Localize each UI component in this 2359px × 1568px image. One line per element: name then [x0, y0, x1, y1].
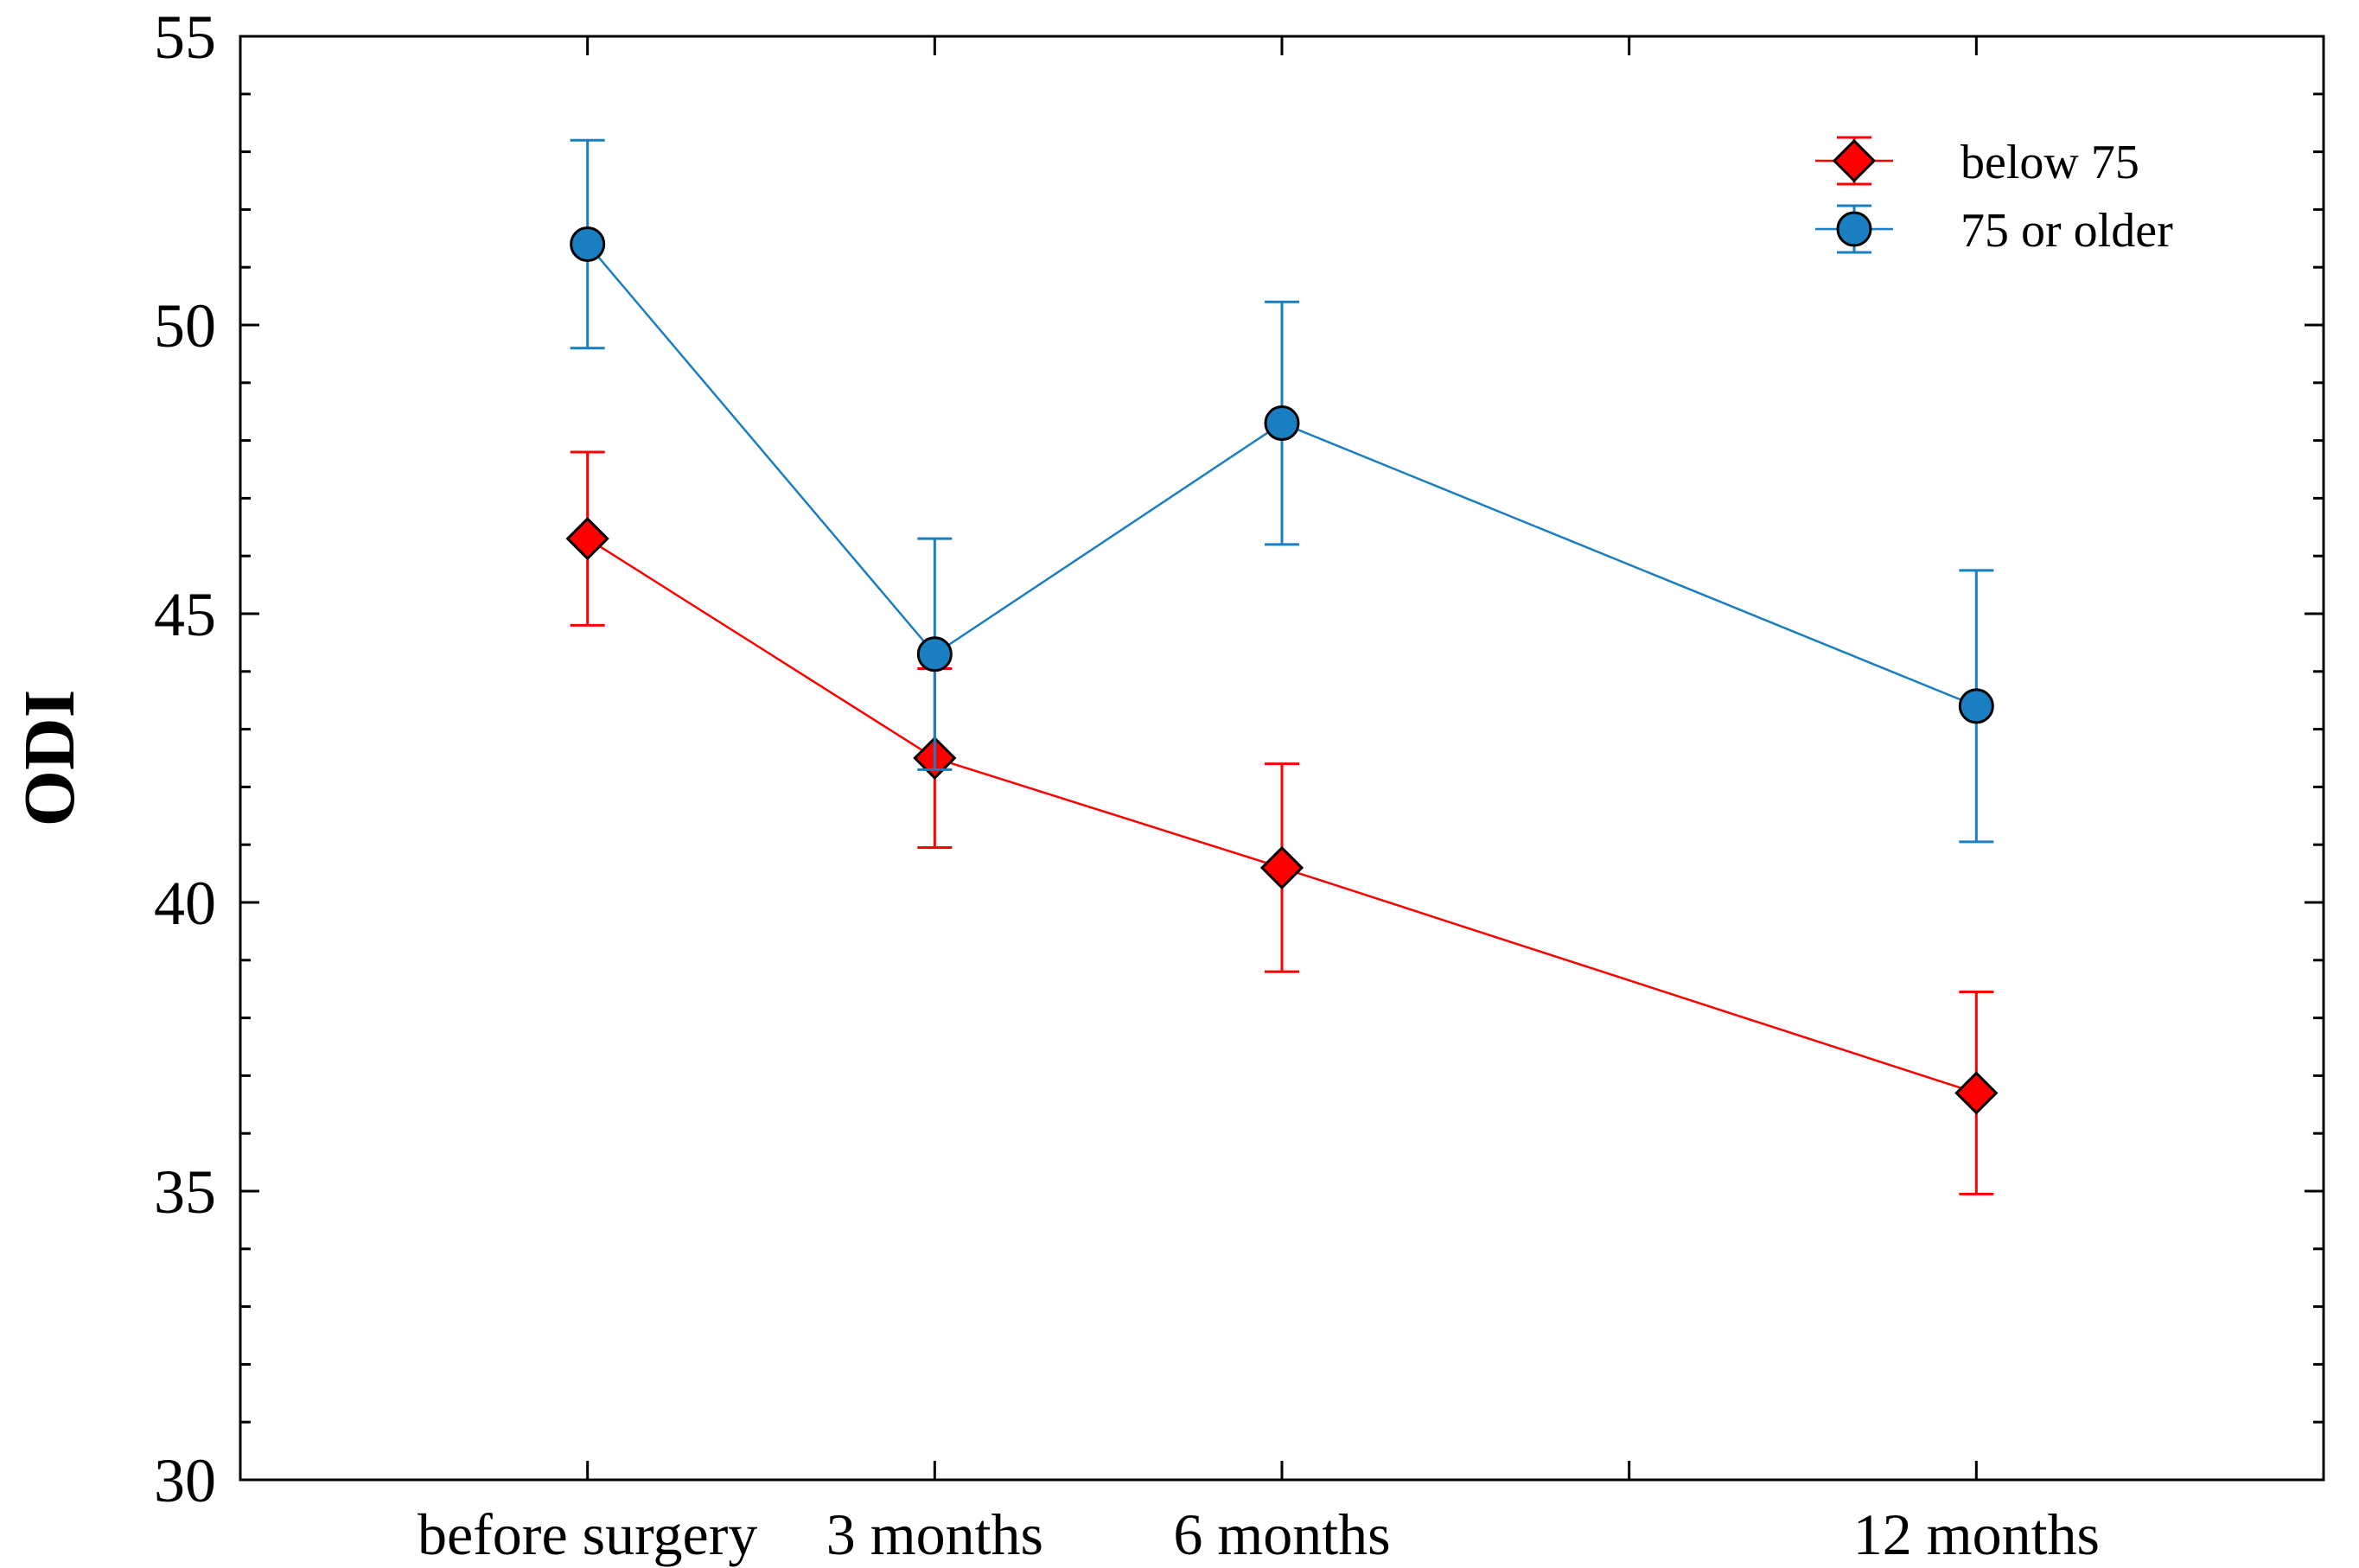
- series-1: [570, 138, 1994, 844]
- y-tick-label: 45: [154, 580, 216, 649]
- y-tick-label: 50: [154, 291, 216, 360]
- y-tick-label: 40: [154, 869, 216, 938]
- x-category-label: 3 months: [826, 1501, 1043, 1567]
- series-0: [565, 450, 1999, 1195]
- legend-label: 75 or older: [1961, 204, 2173, 258]
- y-tick-label: 55: [154, 3, 216, 72]
- y-tick-label: 35: [154, 1157, 216, 1227]
- axis-layer: 30 35 40 45 50 55 before surgery 3 months 6 mont…: [154, 3, 2325, 1567]
- y-tick-label: 30: [154, 1446, 216, 1515]
- series-line: [586, 538, 1977, 1094]
- legend-label: below 75: [1961, 136, 2139, 189]
- x-category-label: before surgery: [418, 1501, 757, 1567]
- x-category-label: 12 months: [1853, 1501, 2100, 1567]
- series-line: [586, 243, 1977, 708]
- data-point: [1958, 688, 1994, 724]
- legend-marker: [1836, 211, 1872, 247]
- data-point: [1264, 405, 1300, 442]
- y-axis-title: ODI: [10, 690, 90, 827]
- data-point: [1954, 1071, 1999, 1115]
- x-category-label: 6 months: [1173, 1501, 1390, 1567]
- data-point: [570, 226, 606, 262]
- data-point: [1259, 845, 1304, 890]
- data-point: [916, 636, 953, 672]
- legend: below 75 75 or older: [1815, 136, 2173, 258]
- legend-marker: [1832, 138, 1877, 183]
- data-point: [565, 517, 609, 561]
- series-layer: [565, 138, 1999, 1195]
